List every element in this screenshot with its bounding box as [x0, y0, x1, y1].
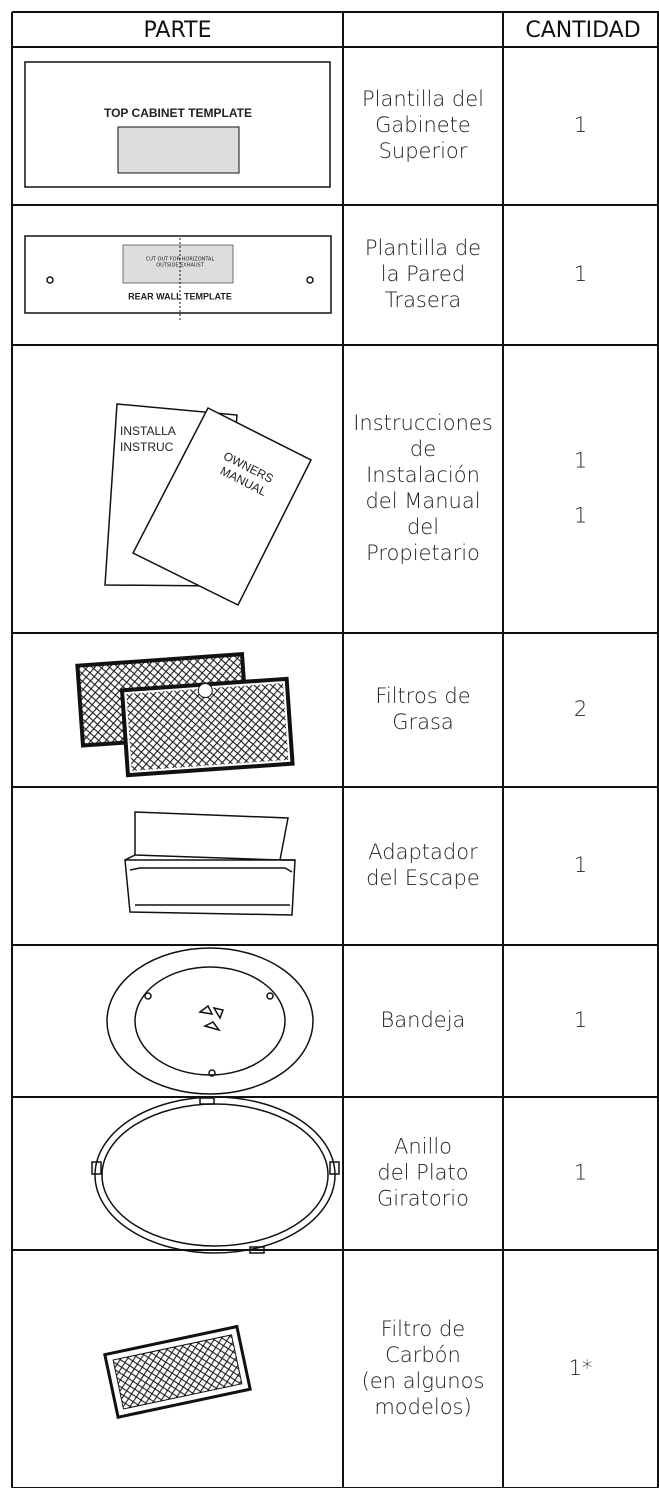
part-name: Giratorio — [377, 1187, 469, 1211]
manual-sheet — [131, 406, 313, 607]
cutout-label: OUTSIDE EXHAUST — [156, 263, 204, 269]
part-name: del Escape — [366, 866, 480, 890]
turntable — [106, 947, 314, 1095]
template-sheet — [24, 235, 332, 314]
quantity: 1 — [574, 504, 587, 528]
part-name: Trasera — [385, 288, 462, 312]
quantity: 1 — [574, 262, 587, 286]
quantity: 1 — [574, 1161, 587, 1185]
part-name: Filtro de — [381, 1317, 465, 1341]
part-name: Adaptador — [368, 840, 478, 864]
hole — [306, 276, 314, 284]
sheet-label: INSTRUC — [120, 440, 174, 454]
sheet-label: INSTALLA — [120, 424, 176, 438]
quantity: 1 — [574, 449, 587, 473]
part-name: del — [407, 515, 439, 539]
part-name: Instalación — [366, 463, 480, 487]
part-name: Gabinete — [375, 113, 471, 137]
part-name: Instrucciones — [353, 411, 493, 435]
template-sheet — [24, 61, 331, 188]
part-name: del Manual — [365, 489, 480, 513]
quantity: 2 — [574, 697, 587, 721]
part-name: Propietario — [366, 541, 480, 565]
table-grid: PARTE CANTIDAD Plantilla delGabineteSuperi… — [11, 11, 659, 1488]
part-name: Carbón — [385, 1343, 461, 1367]
part-name: de — [410, 437, 436, 461]
hole — [46, 276, 54, 284]
part-name: Anillo — [394, 1135, 452, 1159]
grease-filter — [119, 676, 295, 778]
part-name: (en algunos — [362, 1369, 485, 1393]
quantity: 1 — [574, 853, 587, 877]
part-name: del Plato — [377, 1161, 468, 1185]
template-label: TOP CABINET TEMPLATE — [104, 106, 252, 120]
header-cell: CANTIDAD — [525, 18, 640, 43]
part-name: Plantilla del — [362, 87, 484, 111]
illustrations: TOP CABINET TEMPLATE CUT OUT FOR HORIZON… — [24, 61, 340, 1420]
template-label: REAR WALL TEMPLATE — [128, 291, 232, 301]
header-cell: PARTE — [144, 18, 212, 43]
part-name: Plantilla de — [365, 236, 481, 260]
quantity: 1* — [569, 1356, 593, 1380]
part-name: modelos) — [374, 1395, 471, 1419]
part-name: Bandeja — [381, 1008, 466, 1032]
charcoal-filter — [103, 1324, 252, 1420]
turntable-ring — [91, 1096, 340, 1254]
part-name: Filtros de — [375, 684, 470, 708]
part-name: Superior — [379, 139, 468, 163]
part-name: Grasa — [392, 710, 454, 734]
cutout — [122, 244, 234, 284]
part-name: la Pared — [381, 262, 465, 286]
exhaust-adapter — [124, 811, 296, 916]
cutout — [117, 126, 240, 174]
quantity: 1 — [574, 1008, 587, 1032]
quantity: 1 — [574, 113, 587, 137]
